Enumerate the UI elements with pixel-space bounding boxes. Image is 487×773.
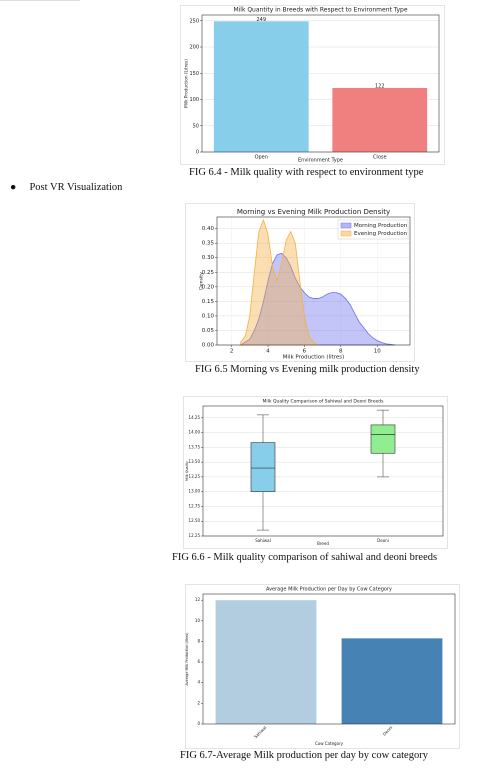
y-tick-label: 12 [195,597,201,602]
x-tick-label: 8 [339,349,343,355]
y-tick-label: 13.00 [189,489,201,494]
chart: Morning vs Evening Milk Production Densi… [185,203,415,362]
density-area [239,252,396,346]
x-tick-label: 4 [266,349,270,355]
x-axis-label: Breed [317,541,329,546]
y-tick-label: 0.00 [202,343,215,349]
x-axis-label: Milk Production (litres) [283,355,345,361]
y-tick-label: 250 [189,18,199,24]
y-tick-label: 150 [189,71,199,77]
x-axis-label: Cow Category [315,741,344,746]
y-tick-label: 0 [197,721,200,726]
legend-label: Morning Production [354,223,408,229]
chart: Average Milk Production per Day by Cow C… [185,584,460,749]
caption: FIG 6.6 - Milk quality comparison of sah… [172,552,438,563]
y-tick-label: 10 [195,618,201,623]
x-tick-label: 2 [230,349,234,355]
y-tick-label: 100 [189,97,199,103]
y-tick-label: 12.75 [189,503,201,508]
y-axis-label: Density [199,272,205,290]
density-area [240,218,320,346]
y-tick-label: 0.15 [202,299,215,305]
y-axis-label: Milk Production (Litres) [184,59,190,108]
plot-border [202,593,456,725]
rule [0,0,80,1]
y-tick-label: 0.25 [202,270,215,276]
chart-title: Morning vs Evening Milk Production Densi… [237,208,390,216]
legend-label: Evening Production [354,231,408,237]
y-tick-label: 0.40 [202,226,215,232]
y-tick-label: 0.05 [202,328,215,334]
box [250,442,276,492]
x-tick-label: Open [255,155,268,161]
y-tick-label: 0.20 [202,284,215,290]
x-tick-label: 10 [374,349,381,355]
y-tick-label: 2 [197,700,200,705]
bullet-text: Post VR Visualization [29,182,123,193]
y-axis-label: Average Milk Production (litres) [185,632,189,686]
x-tick-label: 6 [303,349,307,355]
data-label: 249 [256,17,266,23]
plot-border [216,216,411,346]
caption: FIG 6.5 Morning vs Evening milk producti… [195,364,420,375]
caption: FIG 6.4 - Milk quality with respect to e… [189,167,424,178]
box [370,424,396,454]
x-tick-label: Deoni [377,538,389,543]
y-tick-label: 200 [189,45,199,51]
y-tick-label: 13.50 [189,459,201,464]
bar [341,638,443,724]
x-tick-label: Deoni [382,725,394,737]
y-tick-label: 0.30 [202,255,215,261]
chart-title: Milk Quantity in Breeds with Respect to … [233,7,407,14]
bar [332,87,428,152]
plot-border [202,405,444,537]
y-tick-label: 0.10 [202,313,215,319]
chart-title: Average Milk Production per Day by Cow C… [266,587,392,593]
y-tick-label: 4 [197,680,200,685]
y-tick-label: 14.00 [189,430,201,435]
y-tick-label: 13.75 [189,444,201,449]
bullet: ● Post VR Visualization [10,182,123,193]
frame [183,396,448,549]
y-axis-label: Milk Quality [185,461,189,481]
y-tick-label: 13.25 [189,474,201,479]
y-tick-label: 14.25 [189,415,201,420]
caption: FIG 6.7-Average Milk production per day … [180,750,428,761]
y-tick-label: 6 [197,659,200,664]
x-tick-label: Close [373,155,387,161]
legend-swatch [340,230,352,237]
x-axis-label: Environment Type [298,158,343,164]
bar [215,600,317,724]
y-tick-label: 12.50 [189,518,201,523]
y-tick-label: 50 [193,123,199,129]
y-tick-label: 8 [197,638,200,643]
y-tick-label: 0.35 [202,241,215,247]
legend-box [337,219,409,240]
chart: Milk Quality Comparison of Sahiwal and D… [183,396,448,549]
plot-border [201,14,440,153]
y-tick-label: 0 [196,150,199,156]
bar [213,21,309,152]
x-tick-label: Sahiwal [255,538,270,543]
chart-title: Milk Quality Comparison of Sahiwal and D… [263,399,385,405]
y-tick-label: 12.25 [189,533,201,538]
chart: Milk Quantity in Breeds with Respect to … [180,5,445,165]
data-label: 122 [375,83,385,89]
legend-swatch [340,222,352,229]
